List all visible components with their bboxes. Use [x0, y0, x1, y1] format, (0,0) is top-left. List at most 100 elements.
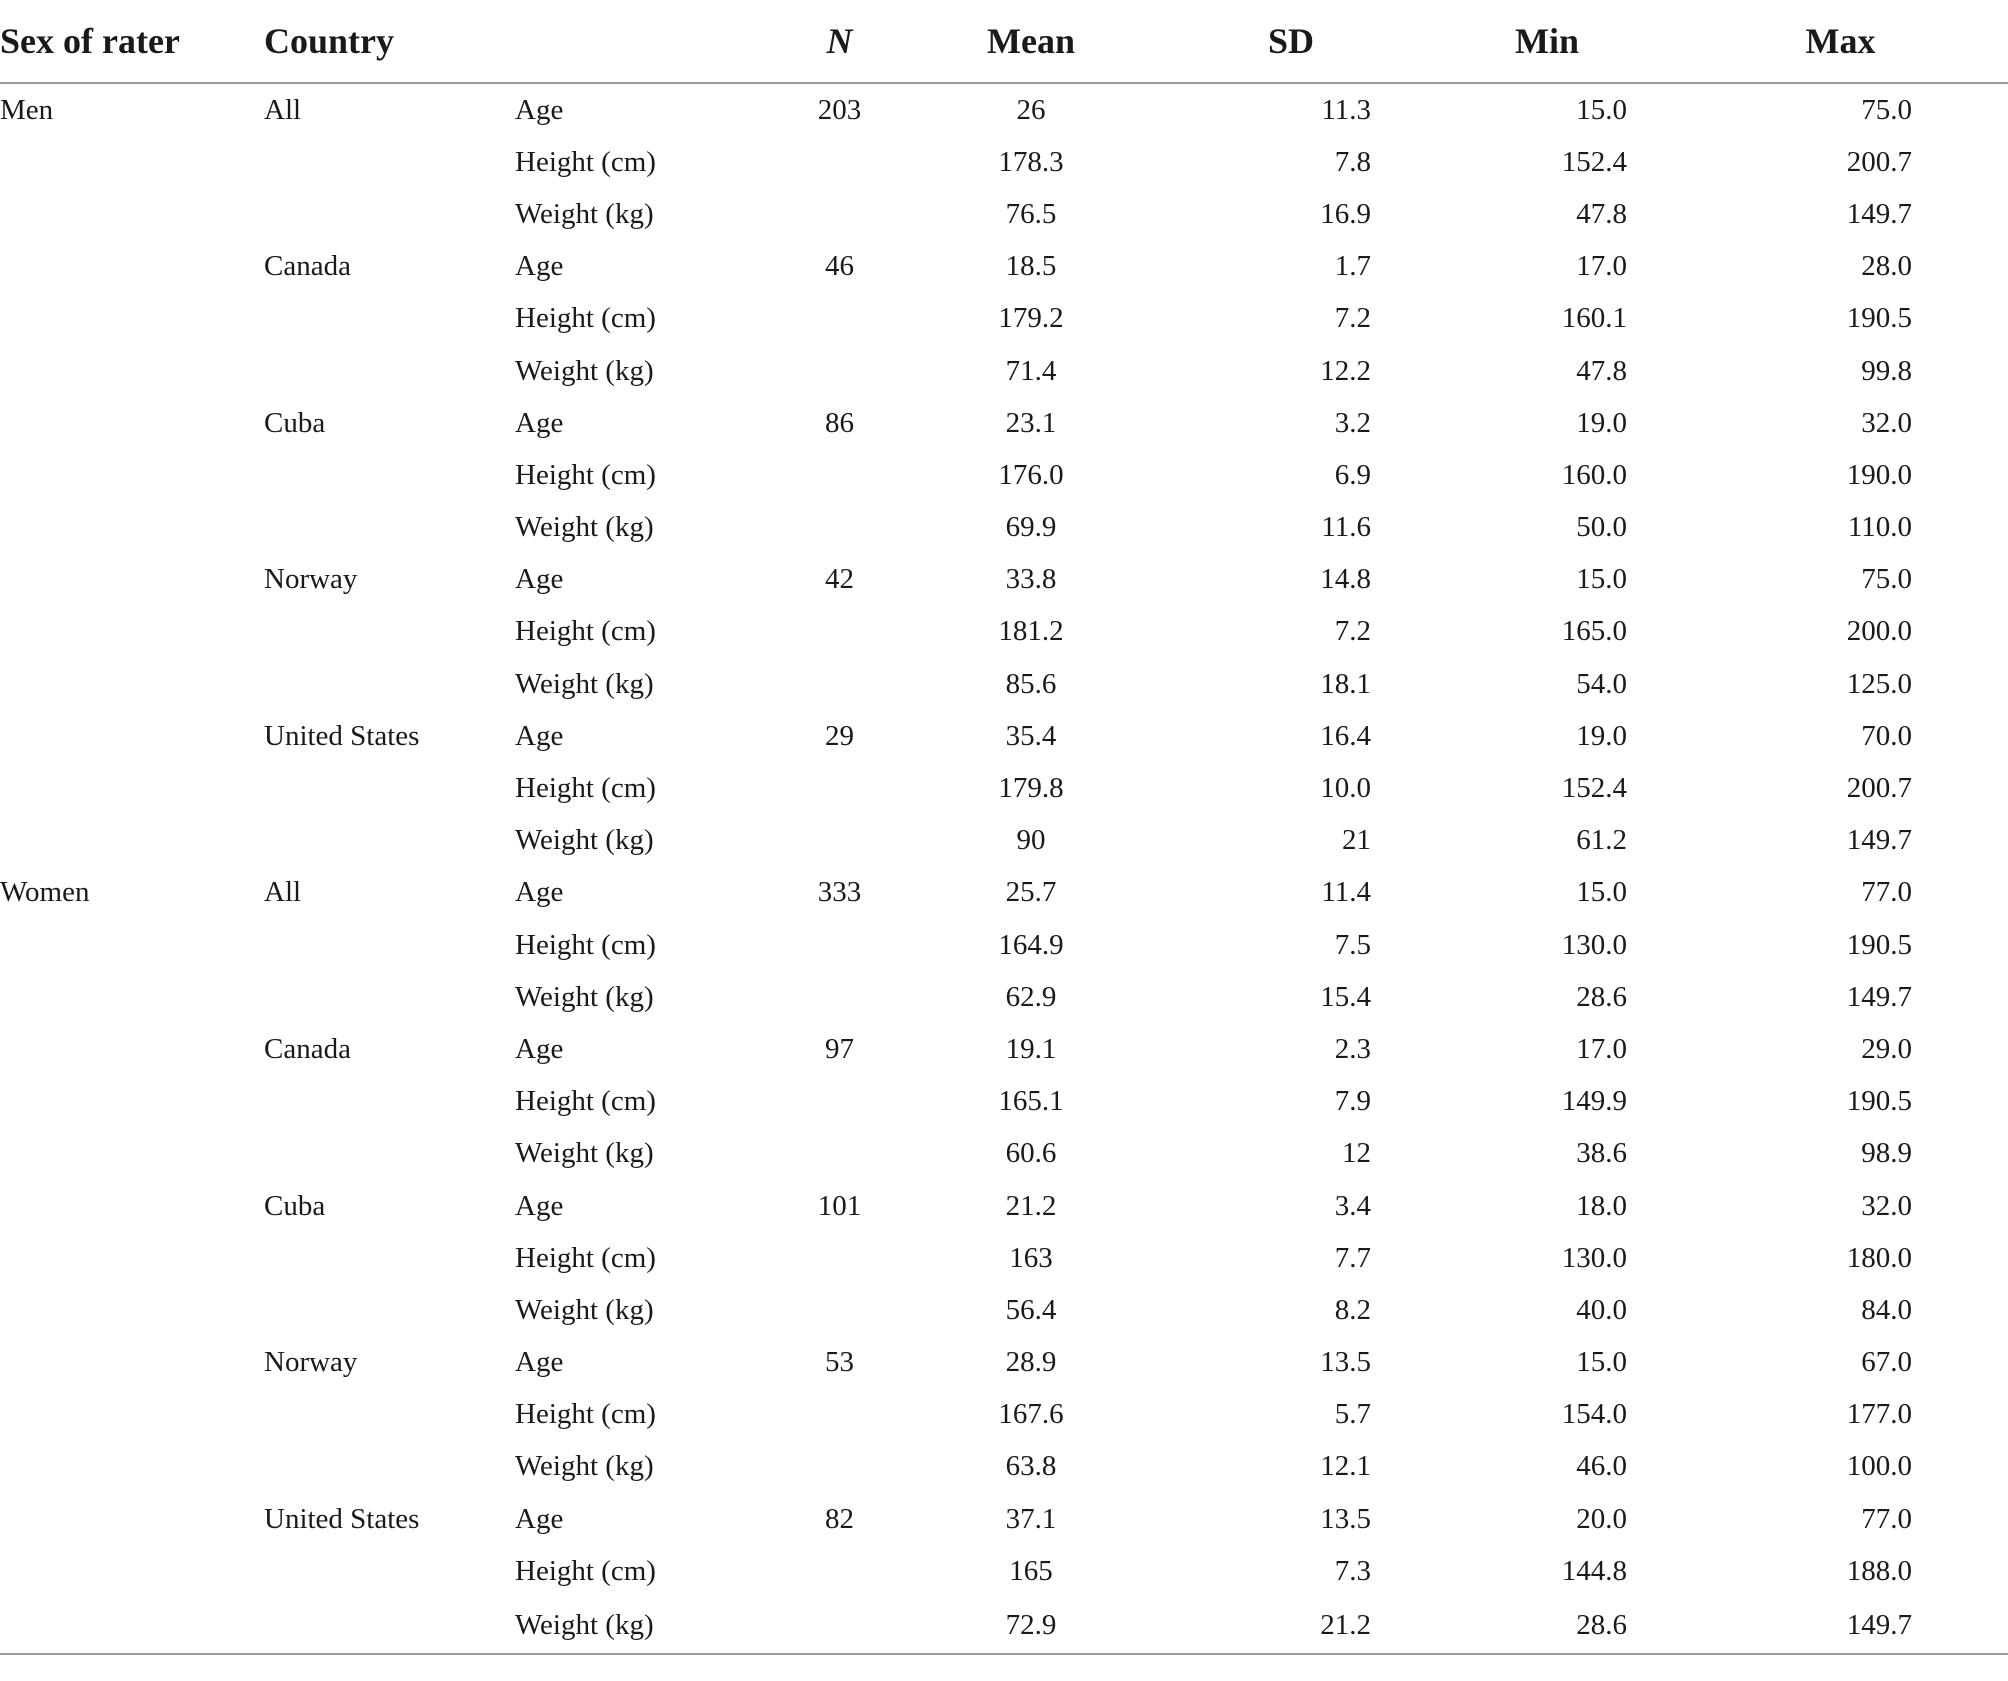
sex-of-rater-cell: [0, 1337, 264, 1389]
sd-cell: 10.0: [1320, 772, 1371, 805]
header-max: Max: [1673, 0, 2008, 84]
n-cell: [778, 1441, 901, 1493]
measure-cell: Height (cm): [515, 458, 656, 491]
min-cell: 165.0: [1561, 615, 1627, 648]
min-cell: 47.8: [1576, 354, 1627, 387]
min-cell: 54.0: [1576, 667, 1627, 700]
n-cell: [778, 658, 901, 710]
mean-cell: 28.9: [1005, 1346, 1057, 1379]
n-cell: 82: [825, 1502, 854, 1535]
country-cell: [264, 1545, 515, 1597]
sd-cell: 5.7: [1334, 1398, 1371, 1431]
max-cell: 84.0: [1861, 1293, 1912, 1326]
country-cell: [264, 1232, 515, 1284]
n-cell: [778, 1232, 901, 1284]
sex-of-rater-cell: Women: [0, 876, 90, 909]
min-cell: 18.0: [1576, 1189, 1627, 1222]
table-row: United States Age 82 37.1 13.5 20.0 77.0: [0, 1493, 2008, 1545]
country-cell: [264, 919, 515, 971]
measure-cell: Height (cm): [515, 772, 656, 805]
n-cell: 203: [817, 93, 862, 126]
country-cell: [264, 815, 515, 867]
n-cell: [778, 762, 901, 814]
country-cell: United States: [264, 1502, 420, 1535]
table-row: Height (cm) 181.2 7.2 165.0 200.0: [0, 606, 2008, 658]
n-cell: [778, 606, 901, 658]
min-cell: 15.0: [1576, 876, 1627, 909]
max-cell: 149.7: [1673, 1597, 2008, 1656]
min-cell: 154.0: [1561, 1398, 1627, 1431]
max-cell: 100.0: [1846, 1450, 1912, 1483]
sex-of-rater-cell: Men: [0, 93, 54, 126]
sex-of-rater-cell: [0, 1545, 264, 1597]
table-row: Cuba Age 86 23.1 3.2 19.0 32.0: [0, 397, 2008, 449]
n-cell: [778, 293, 901, 345]
country-cell: [264, 658, 515, 710]
table-row: Weight (kg) 76.5 16.9 47.8 149.7: [0, 188, 2008, 240]
measure-cell: Age: [515, 1189, 564, 1222]
mean-cell: 18.5: [1005, 250, 1057, 283]
measure-cell: Age: [515, 93, 564, 126]
measure-cell: Height (cm): [515, 1085, 656, 1118]
n-cell: [778, 345, 901, 397]
table-row: Height (cm) 167.6 5.7 154.0 177.0: [0, 1389, 2008, 1441]
n-cell: 46: [825, 250, 854, 283]
measure-cell: Height (cm): [515, 615, 656, 648]
measure-cell: Weight (kg): [515, 667, 654, 700]
sd-cell: 7.8: [1334, 145, 1371, 178]
max-cell: 67.0: [1861, 1346, 1912, 1379]
sex-of-rater-cell: [0, 345, 264, 397]
sd-cell: 7.9: [1334, 1085, 1371, 1118]
table-row: Weight (kg) 60.6 12 38.6 98.9: [0, 1128, 2008, 1180]
n-cell: [778, 971, 901, 1023]
mean-cell: 165: [1009, 1554, 1053, 1587]
measure-cell: Weight (kg): [515, 980, 654, 1013]
table-row: Height (cm) 163 7.7 130.0 180.0: [0, 1232, 2008, 1284]
header-n: N: [778, 0, 901, 84]
header-measure: [515, 0, 778, 84]
sd-cell: 7.5: [1334, 928, 1371, 961]
n-cell: [778, 1389, 901, 1441]
max-cell: 32.0: [1861, 406, 1912, 439]
n-cell: [778, 1597, 901, 1656]
mean-cell: 178.3: [998, 145, 1064, 178]
country-cell: [264, 1441, 515, 1493]
sex-of-rater-cell: [0, 971, 264, 1023]
table-row: Height (cm) 164.9 7.5 130.0 190.5: [0, 919, 2008, 971]
header-sd: SD: [1161, 0, 1421, 84]
measure-cell: Age: [515, 1502, 564, 1535]
sd-cell: 12.2: [1320, 354, 1371, 387]
sex-of-rater-cell: [0, 710, 264, 762]
sex-of-rater-cell: [0, 1493, 264, 1545]
mean-cell: 35.4: [1005, 719, 1057, 752]
table-row: Weight (kg) 69.9 11.6 50.0 110.0: [0, 502, 2008, 554]
min-cell: 47.8: [1576, 197, 1627, 230]
country-cell: Cuba: [264, 1189, 326, 1222]
mean-cell: 69.9: [1005, 511, 1057, 544]
max-cell: 125.0: [1846, 667, 1912, 700]
mean-cell: 76.5: [1005, 197, 1057, 230]
sex-of-rater-cell: [0, 1441, 264, 1493]
mean-cell: 176.0: [998, 458, 1064, 491]
sex-of-rater-cell: [0, 293, 264, 345]
sex-of-rater-cell: [0, 606, 264, 658]
sd-cell: 13.5: [1320, 1502, 1371, 1535]
table-row: Height (cm) 165.1 7.9 149.9 190.5: [0, 1076, 2008, 1128]
sd-cell: 18.1: [1320, 667, 1371, 700]
sd-cell: 3.4: [1334, 1189, 1371, 1222]
sex-of-rater-cell: [0, 241, 264, 293]
measure-cell: Height (cm): [515, 928, 656, 961]
measure-cell: Weight (kg): [515, 1450, 654, 1483]
measure-cell: Weight (kg): [515, 511, 654, 544]
sex-of-rater-cell: [0, 1232, 264, 1284]
max-cell: 177.0: [1846, 1398, 1912, 1431]
mean-cell: 60.6: [1005, 1137, 1057, 1170]
max-cell: 75.0: [1861, 93, 1912, 126]
country-cell: [264, 293, 515, 345]
sd-cell: 1.7: [1334, 250, 1371, 283]
country-cell: All: [264, 876, 302, 909]
sd-cell: 11.4: [1321, 876, 1371, 909]
table-row: Height (cm) 165 7.3 144.8 188.0: [0, 1545, 2008, 1597]
min-cell: 130.0: [1561, 1241, 1627, 1274]
mean-cell: 25.7: [1005, 876, 1057, 909]
